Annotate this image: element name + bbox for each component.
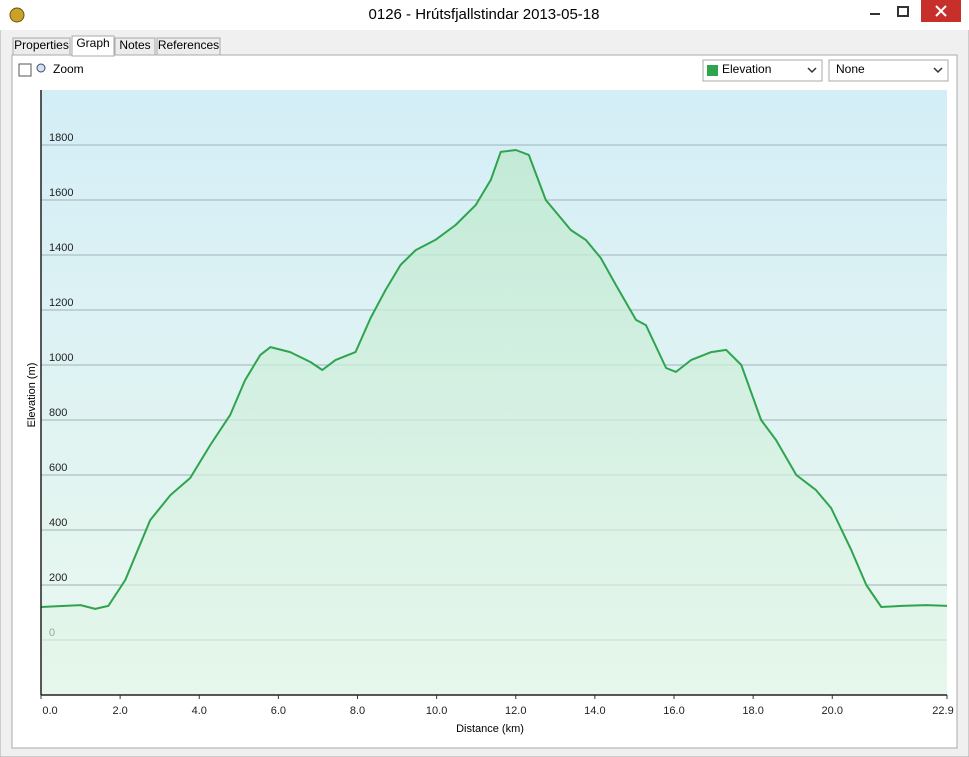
x-tick-label: 2.0: [112, 705, 127, 717]
x-tick-label: 8.0: [350, 705, 365, 717]
y-axis-label: Elevation (m): [26, 363, 38, 428]
zoom-label: Zoom: [53, 62, 84, 76]
y-tick-label: 1000: [49, 352, 73, 364]
x-tick-label: 0.0: [42, 705, 57, 717]
x-axis-label: Distance (km): [456, 723, 524, 735]
x-tick-label: 12.0: [505, 705, 526, 717]
y-tick-label: 1800: [49, 132, 73, 144]
zoom-checkbox[interactable]: [18, 63, 32, 77]
maximize-button[interactable]: [897, 6, 909, 17]
series-swatch: [707, 65, 718, 76]
tab[interactable]: [156, 37, 221, 56]
x-tick-label: 18.0: [742, 705, 763, 717]
x-tick-label: 6.0: [271, 705, 286, 717]
dropdown-arrow: [807, 67, 817, 74]
x-tick-label: 14.0: [584, 705, 605, 717]
tab[interactable]: [71, 35, 115, 57]
tab-label: References: [158, 38, 219, 52]
second-select-label: None: [836, 62, 865, 76]
x-tick-label: 22.9: [932, 705, 953, 717]
area-fill: [41, 150, 947, 695]
series-select[interactable]: [702, 59, 823, 82]
y-tick-label: 800: [49, 407, 67, 419]
x-tick-label: 16.0: [663, 705, 684, 717]
app-icon: [9, 7, 25, 23]
y-tick-label: 200: [49, 572, 67, 584]
dropdown-arrow: [933, 67, 943, 74]
tab[interactable]: [12, 37, 71, 56]
series-select-label: Elevation: [722, 62, 771, 76]
y-tick-label: 1400: [49, 242, 73, 254]
tab-label: Properties: [14, 38, 69, 52]
zoom-icon: [36, 63, 46, 73]
tab-label: Notes: [119, 38, 150, 52]
tab[interactable]: [114, 37, 156, 56]
y-tick-label: 1200: [49, 297, 73, 309]
second-select[interactable]: [828, 59, 949, 82]
window-title: 0126 - Hrútsfjallstindar 2013-05-18: [369, 6, 600, 23]
elevation-line: [40, 149, 948, 610]
y-tick-label: 600: [49, 462, 67, 474]
y-tick-label: 1600: [49, 187, 73, 199]
x-tick-label: 4.0: [192, 705, 207, 717]
title-bar: [0, 0, 969, 30]
close-icon: [935, 5, 947, 17]
tab-label: Graph: [76, 36, 109, 50]
y-tick-label: 400: [49, 517, 67, 529]
x-tick-label: 20.0: [822, 705, 843, 717]
x-tick-label: 10.0: [426, 705, 447, 717]
